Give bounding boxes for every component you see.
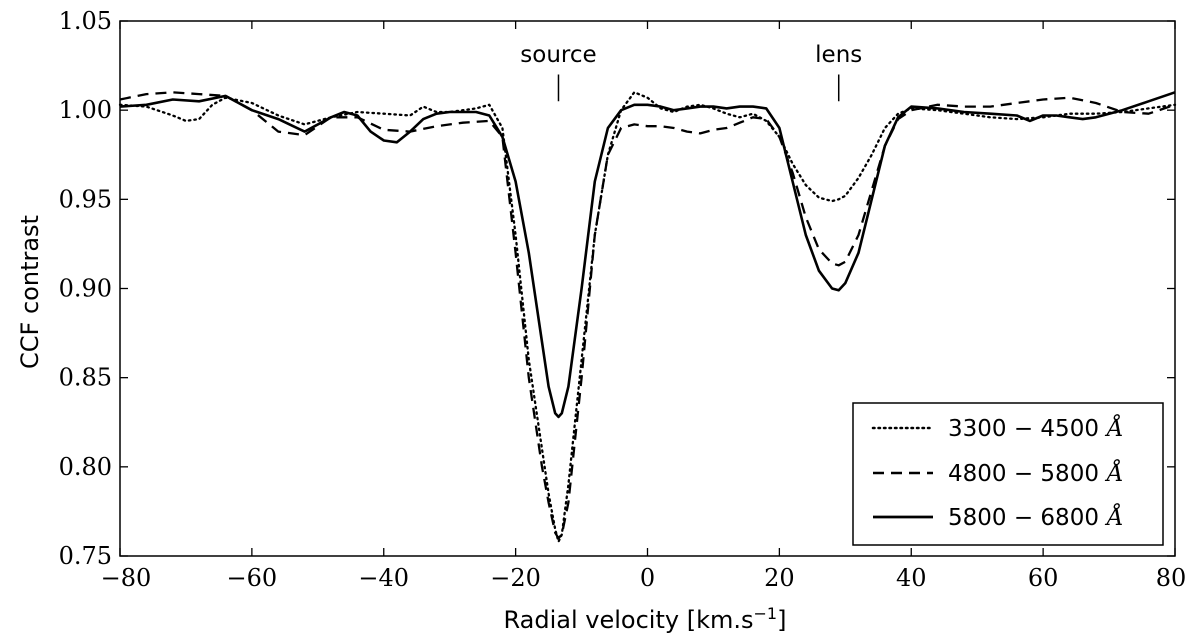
y-tick-label: 0.90 [59, 275, 112, 303]
legend: 3300 − 4500 Å 4800 − 5800 Å 5800 − 6800 Å [852, 402, 1164, 546]
x-tick-label: −80 [101, 564, 152, 592]
series-line-solid [119, 91, 1176, 419]
x-axis-title-exponent: −1 [754, 604, 778, 623]
x-axis-title: Radial velocity [km.s−1] [504, 604, 787, 634]
y-tick-label: 0.80 [59, 453, 112, 481]
x-axis-title-main: Radial velocity [km.s [504, 606, 754, 634]
annotation-label-source: source [520, 42, 596, 68]
annotations-layer: source lens [520, 42, 862, 102]
x-tick-label: −40 [358, 564, 409, 592]
x-tick-label: 40 [896, 564, 927, 592]
series-layer [118, 91, 1177, 543]
x-tick-label: 20 [764, 564, 795, 592]
legend-label-4800-5800: 4800 − 5800 Å [948, 459, 1124, 487]
y-tick-label: 1.05 [59, 7, 112, 35]
legend-box [852, 402, 1164, 546]
ticks-layer: −80 −60 −40 −20 0 20 40 60 80 0.75 0.80 0.85 0.90 0.9… [59, 7, 1187, 592]
x-tick-label: −20 [490, 564, 541, 592]
y-tick-label: 0.75 [59, 542, 112, 570]
y-tick-label: 0.95 [59, 185, 112, 213]
x-tick-label: 60 [1028, 564, 1059, 592]
y-tick-label: 0.85 [59, 364, 112, 392]
annotation-label-lens: lens [815, 42, 862, 68]
legend-label-5800-6800: 5800 − 6800 Å [948, 503, 1124, 531]
x-tick-label: 0 [640, 564, 655, 592]
x-tick-label: −60 [227, 564, 278, 592]
y-tick-label: 1.00 [59, 96, 112, 124]
x-tick-label: 80 [1156, 564, 1187, 592]
x-axis-title-close: ] [777, 606, 786, 634]
y-axis-title: CCF contrast [16, 215, 44, 369]
legend-label-3300-4500: 3300 − 4500 Å [948, 414, 1124, 442]
series-line-dotted [118, 91, 1177, 543]
